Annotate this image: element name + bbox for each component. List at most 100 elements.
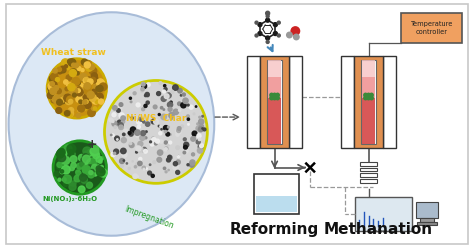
Circle shape	[96, 168, 100, 172]
Circle shape	[363, 95, 368, 100]
Circle shape	[109, 118, 113, 122]
Circle shape	[277, 21, 280, 24]
Bar	[360, 179, 377, 183]
Circle shape	[170, 101, 172, 103]
Circle shape	[91, 148, 99, 156]
Circle shape	[84, 84, 91, 90]
Circle shape	[183, 151, 186, 154]
Circle shape	[58, 154, 66, 162]
Bar	[362, 97, 375, 144]
Circle shape	[146, 168, 147, 169]
Circle shape	[178, 155, 179, 157]
Circle shape	[129, 143, 134, 148]
Bar	[355, 197, 412, 231]
Circle shape	[140, 135, 145, 140]
Bar	[361, 60, 376, 144]
Circle shape	[90, 67, 97, 75]
Circle shape	[168, 155, 171, 159]
Circle shape	[60, 170, 64, 173]
Circle shape	[90, 95, 96, 101]
Circle shape	[142, 166, 146, 169]
Circle shape	[67, 110, 73, 117]
Circle shape	[66, 94, 72, 99]
Circle shape	[91, 75, 98, 82]
Circle shape	[69, 183, 76, 190]
Circle shape	[56, 108, 62, 113]
Circle shape	[74, 63, 79, 67]
Circle shape	[130, 101, 132, 103]
Circle shape	[141, 139, 143, 141]
Circle shape	[177, 129, 181, 132]
Circle shape	[265, 36, 270, 40]
Circle shape	[151, 119, 156, 124]
Text: Methanation: Methanation	[324, 222, 433, 237]
Circle shape	[146, 83, 150, 87]
Circle shape	[168, 107, 172, 111]
Circle shape	[142, 147, 146, 152]
Circle shape	[64, 65, 67, 68]
Circle shape	[69, 69, 76, 77]
Circle shape	[76, 81, 80, 85]
Circle shape	[123, 160, 125, 161]
Circle shape	[203, 128, 206, 131]
Circle shape	[142, 108, 145, 111]
Bar	[362, 60, 375, 97]
Circle shape	[54, 171, 59, 176]
Circle shape	[199, 119, 204, 124]
Circle shape	[277, 34, 280, 37]
Circle shape	[146, 131, 147, 132]
Circle shape	[68, 99, 73, 104]
Circle shape	[183, 145, 187, 149]
Circle shape	[133, 174, 137, 179]
Circle shape	[170, 113, 173, 117]
Ellipse shape	[9, 12, 214, 236]
Circle shape	[369, 93, 374, 97]
Circle shape	[161, 129, 162, 130]
Circle shape	[166, 158, 171, 162]
Circle shape	[65, 97, 73, 104]
Circle shape	[57, 88, 65, 96]
Circle shape	[79, 103, 86, 111]
Circle shape	[56, 150, 64, 158]
Circle shape	[87, 61, 91, 66]
Bar	[341, 56, 354, 148]
Circle shape	[126, 163, 128, 164]
Bar	[268, 97, 282, 144]
Circle shape	[197, 123, 199, 125]
Circle shape	[87, 92, 94, 98]
Circle shape	[170, 134, 171, 135]
Circle shape	[366, 95, 371, 100]
Circle shape	[173, 85, 178, 90]
Circle shape	[121, 138, 127, 143]
Circle shape	[141, 82, 145, 86]
Circle shape	[272, 93, 277, 97]
Circle shape	[193, 134, 194, 135]
Circle shape	[85, 100, 88, 103]
Circle shape	[91, 169, 98, 175]
Circle shape	[64, 145, 72, 153]
Circle shape	[198, 144, 203, 149]
Circle shape	[50, 88, 56, 94]
Circle shape	[96, 86, 101, 91]
Circle shape	[96, 156, 102, 162]
Circle shape	[195, 106, 197, 107]
Circle shape	[83, 147, 91, 155]
Circle shape	[129, 142, 132, 145]
Circle shape	[48, 83, 56, 91]
Circle shape	[124, 131, 129, 136]
Circle shape	[49, 90, 55, 96]
Circle shape	[178, 88, 182, 93]
Circle shape	[164, 94, 169, 99]
Circle shape	[157, 157, 162, 162]
Circle shape	[56, 161, 64, 170]
Circle shape	[72, 152, 75, 156]
Circle shape	[69, 114, 72, 117]
Circle shape	[121, 116, 126, 121]
Circle shape	[363, 93, 368, 97]
Circle shape	[184, 149, 188, 153]
Circle shape	[129, 97, 131, 99]
Circle shape	[80, 89, 84, 93]
Circle shape	[52, 82, 57, 87]
Circle shape	[93, 107, 97, 110]
Circle shape	[129, 132, 133, 136]
